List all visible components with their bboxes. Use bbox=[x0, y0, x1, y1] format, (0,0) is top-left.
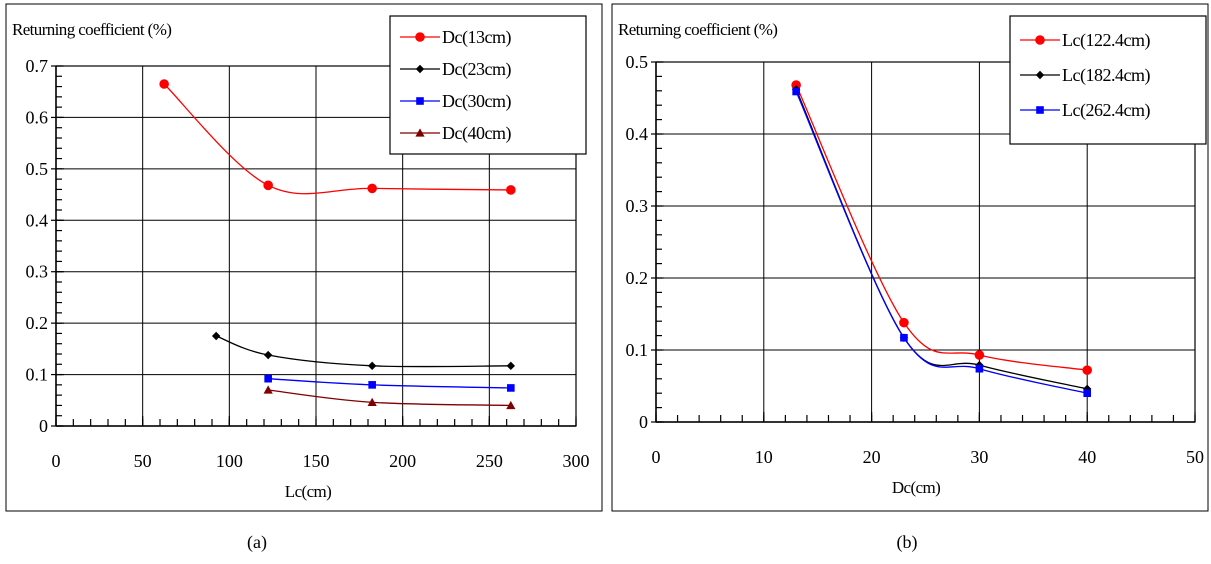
panel-a-x-axis-title: Lc(cm) bbox=[285, 482, 331, 501]
a-legend-marker-0 bbox=[415, 32, 425, 42]
panel-b-y-tick-labels: 0 0.1 0.2 0.3 0.4 0.5 bbox=[626, 52, 649, 432]
b-y-tick-label-1: 0.1 bbox=[626, 340, 649, 360]
a-legend-label-0: Dc(13cm) bbox=[442, 27, 511, 48]
panel-a-y-axis-title: Returning coefficient (%) bbox=[12, 20, 171, 39]
panel-b-series bbox=[791, 80, 1092, 397]
b-series-line-0 bbox=[795, 84, 1088, 371]
a-legend-label-3: Dc(40cm) bbox=[442, 123, 511, 144]
b-legend-marker-2 bbox=[1036, 106, 1044, 114]
a-x-tick-label-4: 200 bbox=[389, 451, 416, 471]
a-series-1-point-3 bbox=[506, 361, 516, 371]
b-series-2-point-2 bbox=[975, 364, 984, 373]
panel-b-x-tick-labels: 0 10 20 30 40 50 bbox=[652, 447, 1205, 467]
a-x-tick-label-2: 100 bbox=[216, 451, 243, 471]
panel-a-legend: Dc(13cm) Dc(23cm) Dc(30cm) Dc(40cm) bbox=[389, 15, 587, 155]
a-y-tick-label-6: 0.6 bbox=[26, 107, 49, 127]
a-series-2-point-1 bbox=[368, 381, 376, 389]
b-series-0-point-2 bbox=[974, 350, 985, 360]
panel-a-gridlines bbox=[56, 66, 576, 426]
a-y-tick-label-7: 0.7 bbox=[26, 56, 49, 76]
b-y-tick-label-4: 0.4 bbox=[626, 124, 649, 144]
a-x-tick-label-6: 300 bbox=[563, 451, 590, 471]
a-legend-marker-3 bbox=[415, 128, 425, 137]
panel-b-caption: (b) bbox=[897, 532, 918, 553]
b-legend-marker-0 bbox=[1035, 35, 1045, 45]
a-series-0-point-3 bbox=[506, 185, 516, 195]
a-series-3-point-1 bbox=[367, 397, 377, 407]
a-series-1-point-2 bbox=[367, 361, 377, 371]
a-series-0-point-2 bbox=[367, 183, 377, 194]
a-x-tick-label-3: 150 bbox=[303, 451, 330, 471]
panel-b-minor-ticks bbox=[651, 61, 1196, 423]
a-series-0-point-1 bbox=[263, 180, 273, 191]
b-x-tick-label-3: 30 bbox=[970, 447, 988, 467]
a-series-2-point-0 bbox=[264, 374, 272, 383]
b-series-line-2 bbox=[795, 91, 1088, 394]
a-y-tick-label-4: 0.4 bbox=[26, 210, 49, 230]
a-y-tick-label-0: 0 bbox=[39, 416, 48, 436]
a-series-2-point-2 bbox=[507, 384, 515, 392]
b-y-tick-label-0: 0 bbox=[639, 412, 648, 432]
b-series-0-point-3 bbox=[1082, 365, 1092, 375]
b-x-tick-label-2: 20 bbox=[863, 447, 881, 467]
b-x-tick-label-0: 0 bbox=[652, 447, 661, 467]
b-x-tick-label-5: 50 bbox=[1186, 447, 1204, 467]
b-y-tick-label-3: 0.3 bbox=[626, 196, 649, 216]
b-y-tick-label-2: 0.2 bbox=[626, 268, 649, 288]
panel-a-y-tick-labels: 0 0.1 0.2 0.3 0.4 0.5 0.6 0.7 bbox=[26, 56, 49, 436]
panel-a-caption: (a) bbox=[247, 532, 267, 553]
a-series-3-point-2 bbox=[506, 400, 516, 410]
a-y-tick-label-2: 0.2 bbox=[26, 313, 49, 333]
b-series-0-point-1 bbox=[899, 317, 909, 328]
a-legend-marker-2 bbox=[416, 97, 424, 105]
panel-a-x-tick-labels: 0 50 100 150 200 250 300 bbox=[52, 451, 590, 471]
a-y-tick-label-3: 0.3 bbox=[26, 262, 49, 282]
b-legend-label-1: Lc(182.4cm) bbox=[1062, 65, 1150, 86]
a-series-1-point-0 bbox=[211, 331, 221, 341]
panel-b-y-axis-title: Returning coefficient (%) bbox=[618, 20, 777, 39]
a-series-1-point-1 bbox=[263, 350, 273, 360]
a-legend-marker-1 bbox=[415, 64, 425, 74]
a-x-tick-label-5: 250 bbox=[476, 451, 503, 471]
a-series-3-point-0 bbox=[263, 385, 273, 394]
b-x-tick-label-4: 40 bbox=[1078, 447, 1096, 467]
a-legend-label-2: Dc(30cm) bbox=[442, 91, 511, 112]
b-legend-label-2: Lc(262.4cm) bbox=[1062, 100, 1150, 121]
a-x-tick-label-1: 50 bbox=[134, 451, 152, 471]
a-series-0-point-0 bbox=[159, 79, 169, 89]
a-legend-label-1: Dc(23cm) bbox=[442, 59, 511, 80]
b-x-tick-label-1: 10 bbox=[755, 447, 773, 467]
panel-a-series bbox=[159, 79, 516, 410]
a-x-tick-label-0: 0 bbox=[52, 451, 61, 471]
chart-panel-b: 0 10 20 30 40 50 0 0.1 0.2 0.3 0.4 0.5 Returning c… bbox=[611, 3, 1209, 512]
a-series-line-1 bbox=[215, 335, 511, 368]
b-y-tick-label-5: 0.5 bbox=[626, 52, 649, 72]
panel-b-x-axis-title: Dc(cm) bbox=[892, 478, 940, 497]
b-series-2-point-1 bbox=[900, 333, 908, 342]
panel-a-minor-ticks bbox=[51, 65, 577, 427]
b-series-2-point-0 bbox=[792, 87, 800, 96]
a-y-tick-label-5: 0.5 bbox=[26, 159, 49, 179]
b-series-2-point-3 bbox=[1083, 389, 1091, 397]
chart-panel-a: 0 50 100 150 200 250 300 0 0.1 0.2 0.3 0.4 0.5 0.6 0.… bbox=[5, 3, 603, 512]
panel-b-legend: Lc(122.4cm) Lc(182.4cm) Lc(262.4cm) bbox=[1009, 15, 1207, 145]
b-legend-label-0: Lc(122.4cm) bbox=[1062, 30, 1150, 51]
b-legend-marker-1 bbox=[1035, 70, 1045, 80]
a-y-tick-label-1: 0.1 bbox=[26, 365, 49, 385]
a-series-line-0 bbox=[163, 83, 511, 195]
